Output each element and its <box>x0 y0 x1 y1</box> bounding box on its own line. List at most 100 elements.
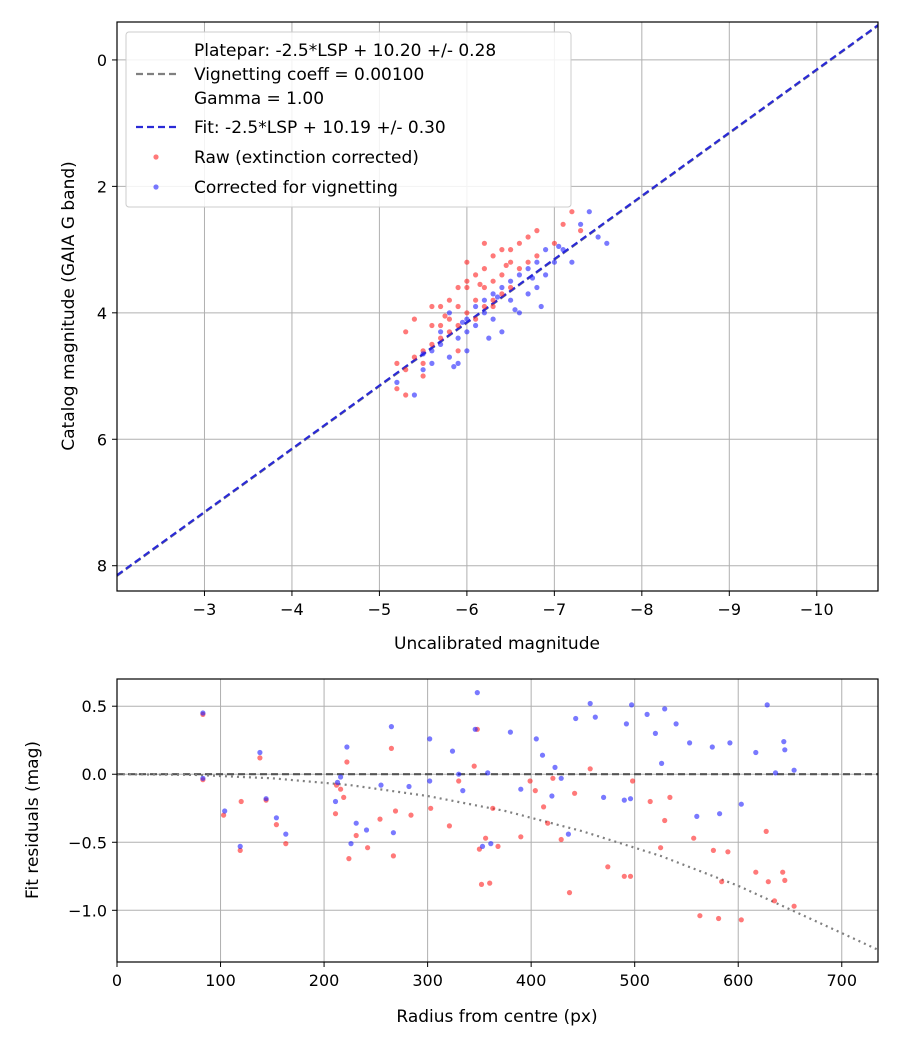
top-x-tick-label: −9 <box>718 600 742 619</box>
bottom-raw-point <box>627 873 634 879</box>
bottom-corrected-point <box>764 702 770 708</box>
top-raw-point <box>394 386 400 392</box>
top-corrected-point <box>490 316 496 322</box>
top-raw-point <box>490 297 496 303</box>
top-x-tick-label: −3 <box>193 600 217 619</box>
top-corrected-point <box>473 303 479 310</box>
top-x-tick-label: −8 <box>630 600 654 619</box>
bottom-raw-point <box>353 832 359 839</box>
top-raw-point <box>499 247 505 253</box>
top-raw-point <box>499 291 505 297</box>
top-fit-lines <box>116 24 879 577</box>
bottom-corrected-point <box>200 710 206 716</box>
bottom-raw-point <box>237 847 243 854</box>
top-corrected-point <box>455 360 461 366</box>
top-raw-point <box>455 348 461 354</box>
bottom-x-tick-label: 700 <box>826 971 857 990</box>
bottom-raw-point <box>332 811 339 817</box>
top-corrected-point <box>604 240 610 246</box>
top-raw-point <box>403 367 409 373</box>
bottom-corrected-point <box>738 801 744 807</box>
bottom-corrected-point <box>627 796 634 802</box>
top-x-tick-label: −4 <box>280 600 304 619</box>
bottom-line-1 <box>116 773 879 951</box>
top-corrected-point <box>534 259 540 265</box>
bottom-corrected-point <box>791 767 797 773</box>
top-raw-point <box>446 329 452 335</box>
bottom-corrected-point <box>427 736 433 742</box>
bottom-corrected-point <box>485 770 491 776</box>
top-corrected-point <box>569 259 575 265</box>
top-raw-point <box>438 303 444 310</box>
bottom-y-axis-label: Fit residuals (mag) <box>23 741 43 899</box>
bottom-corrected-point <box>558 775 564 781</box>
bottom-raw-point <box>518 834 524 840</box>
bottom-corrected-point <box>533 736 539 742</box>
top-corrected-point <box>595 234 601 240</box>
bottom-raw-point <box>483 835 489 841</box>
bottom-corrected-point <box>338 774 344 780</box>
bottom-x-tick-label: 300 <box>412 971 443 990</box>
bottom-corrected-point <box>662 706 668 712</box>
bottom-raw-point <box>753 869 759 875</box>
top-y-axis-label: Catalog magnitude (GAIA G band) <box>59 161 79 451</box>
top-raw-point <box>473 297 479 303</box>
top-raw-point <box>429 322 435 329</box>
bottom-corrected-point <box>727 740 733 746</box>
bottom-corrected-point <box>552 764 558 771</box>
bottom-raw-point <box>545 820 551 826</box>
top-line-1 <box>116 24 879 577</box>
bottom-corrected-point <box>363 827 370 833</box>
bottom-corrected-point <box>518 786 524 792</box>
bottom-corrected-point <box>772 770 779 776</box>
bottom-corrected-point <box>573 715 579 722</box>
bottom-corrected-point <box>753 749 759 756</box>
top-corrected-point <box>420 367 426 373</box>
top-x-axis-label: Uncalibrated magnitude <box>394 634 600 654</box>
top-corrected-point <box>543 272 549 278</box>
top-corrected-point <box>499 329 505 335</box>
top-raw-point <box>481 303 487 310</box>
legend-corrected-marker <box>153 184 159 190</box>
bottom-raw-point <box>771 898 778 904</box>
bottom-corrected-point <box>456 771 462 777</box>
top-corrected-point <box>464 316 470 322</box>
bottom-raw-point <box>388 745 394 752</box>
bottom-corrected-point <box>348 841 354 847</box>
top-corrected-point <box>481 297 487 303</box>
bottom-corrected-point <box>488 841 494 847</box>
legend-box <box>125 31 572 208</box>
bottom-corrected-point <box>673 721 679 727</box>
bottom-raw-point <box>763 828 769 835</box>
top-corrected-point <box>464 329 470 335</box>
bottom-corrected-point <box>549 793 555 799</box>
top-corrected-point <box>578 221 584 227</box>
top-raw-point <box>551 240 558 246</box>
bottom-corrected-point <box>629 702 635 708</box>
top-corrected-point <box>508 278 514 284</box>
bottom-y-tick-label: 0.0 <box>82 765 107 784</box>
bottom-x-tick-label: 200 <box>309 971 340 990</box>
legend-raw-label: Raw (extinction corrected) <box>194 148 419 168</box>
top-corrected-point <box>451 364 457 370</box>
bottom-raw-point <box>495 843 501 850</box>
bottom-corrected-point <box>427 778 433 784</box>
bottom-corrected-point <box>273 815 279 821</box>
bottom-raw-point <box>392 808 399 814</box>
bottom-corrected-point <box>474 690 480 696</box>
top-y-tick-label: 2 <box>97 177 107 196</box>
bottom-x-tick-label: 600 <box>723 971 754 990</box>
top-raw-point <box>490 303 496 310</box>
top-raw-point <box>525 234 531 240</box>
top-raw-point <box>429 341 435 347</box>
top-raw-point <box>464 278 470 284</box>
bottom-raw-point <box>283 841 289 847</box>
top-corrected-point <box>508 297 514 303</box>
top-corrected-point <box>490 291 496 297</box>
bottom-scatter-points <box>200 690 797 923</box>
bottom-raw-point <box>587 766 593 772</box>
top-raw-point <box>534 228 540 234</box>
top-raw-point <box>481 240 487 246</box>
bottom-raw-point <box>647 798 653 805</box>
bottom-raw-point <box>716 915 722 922</box>
